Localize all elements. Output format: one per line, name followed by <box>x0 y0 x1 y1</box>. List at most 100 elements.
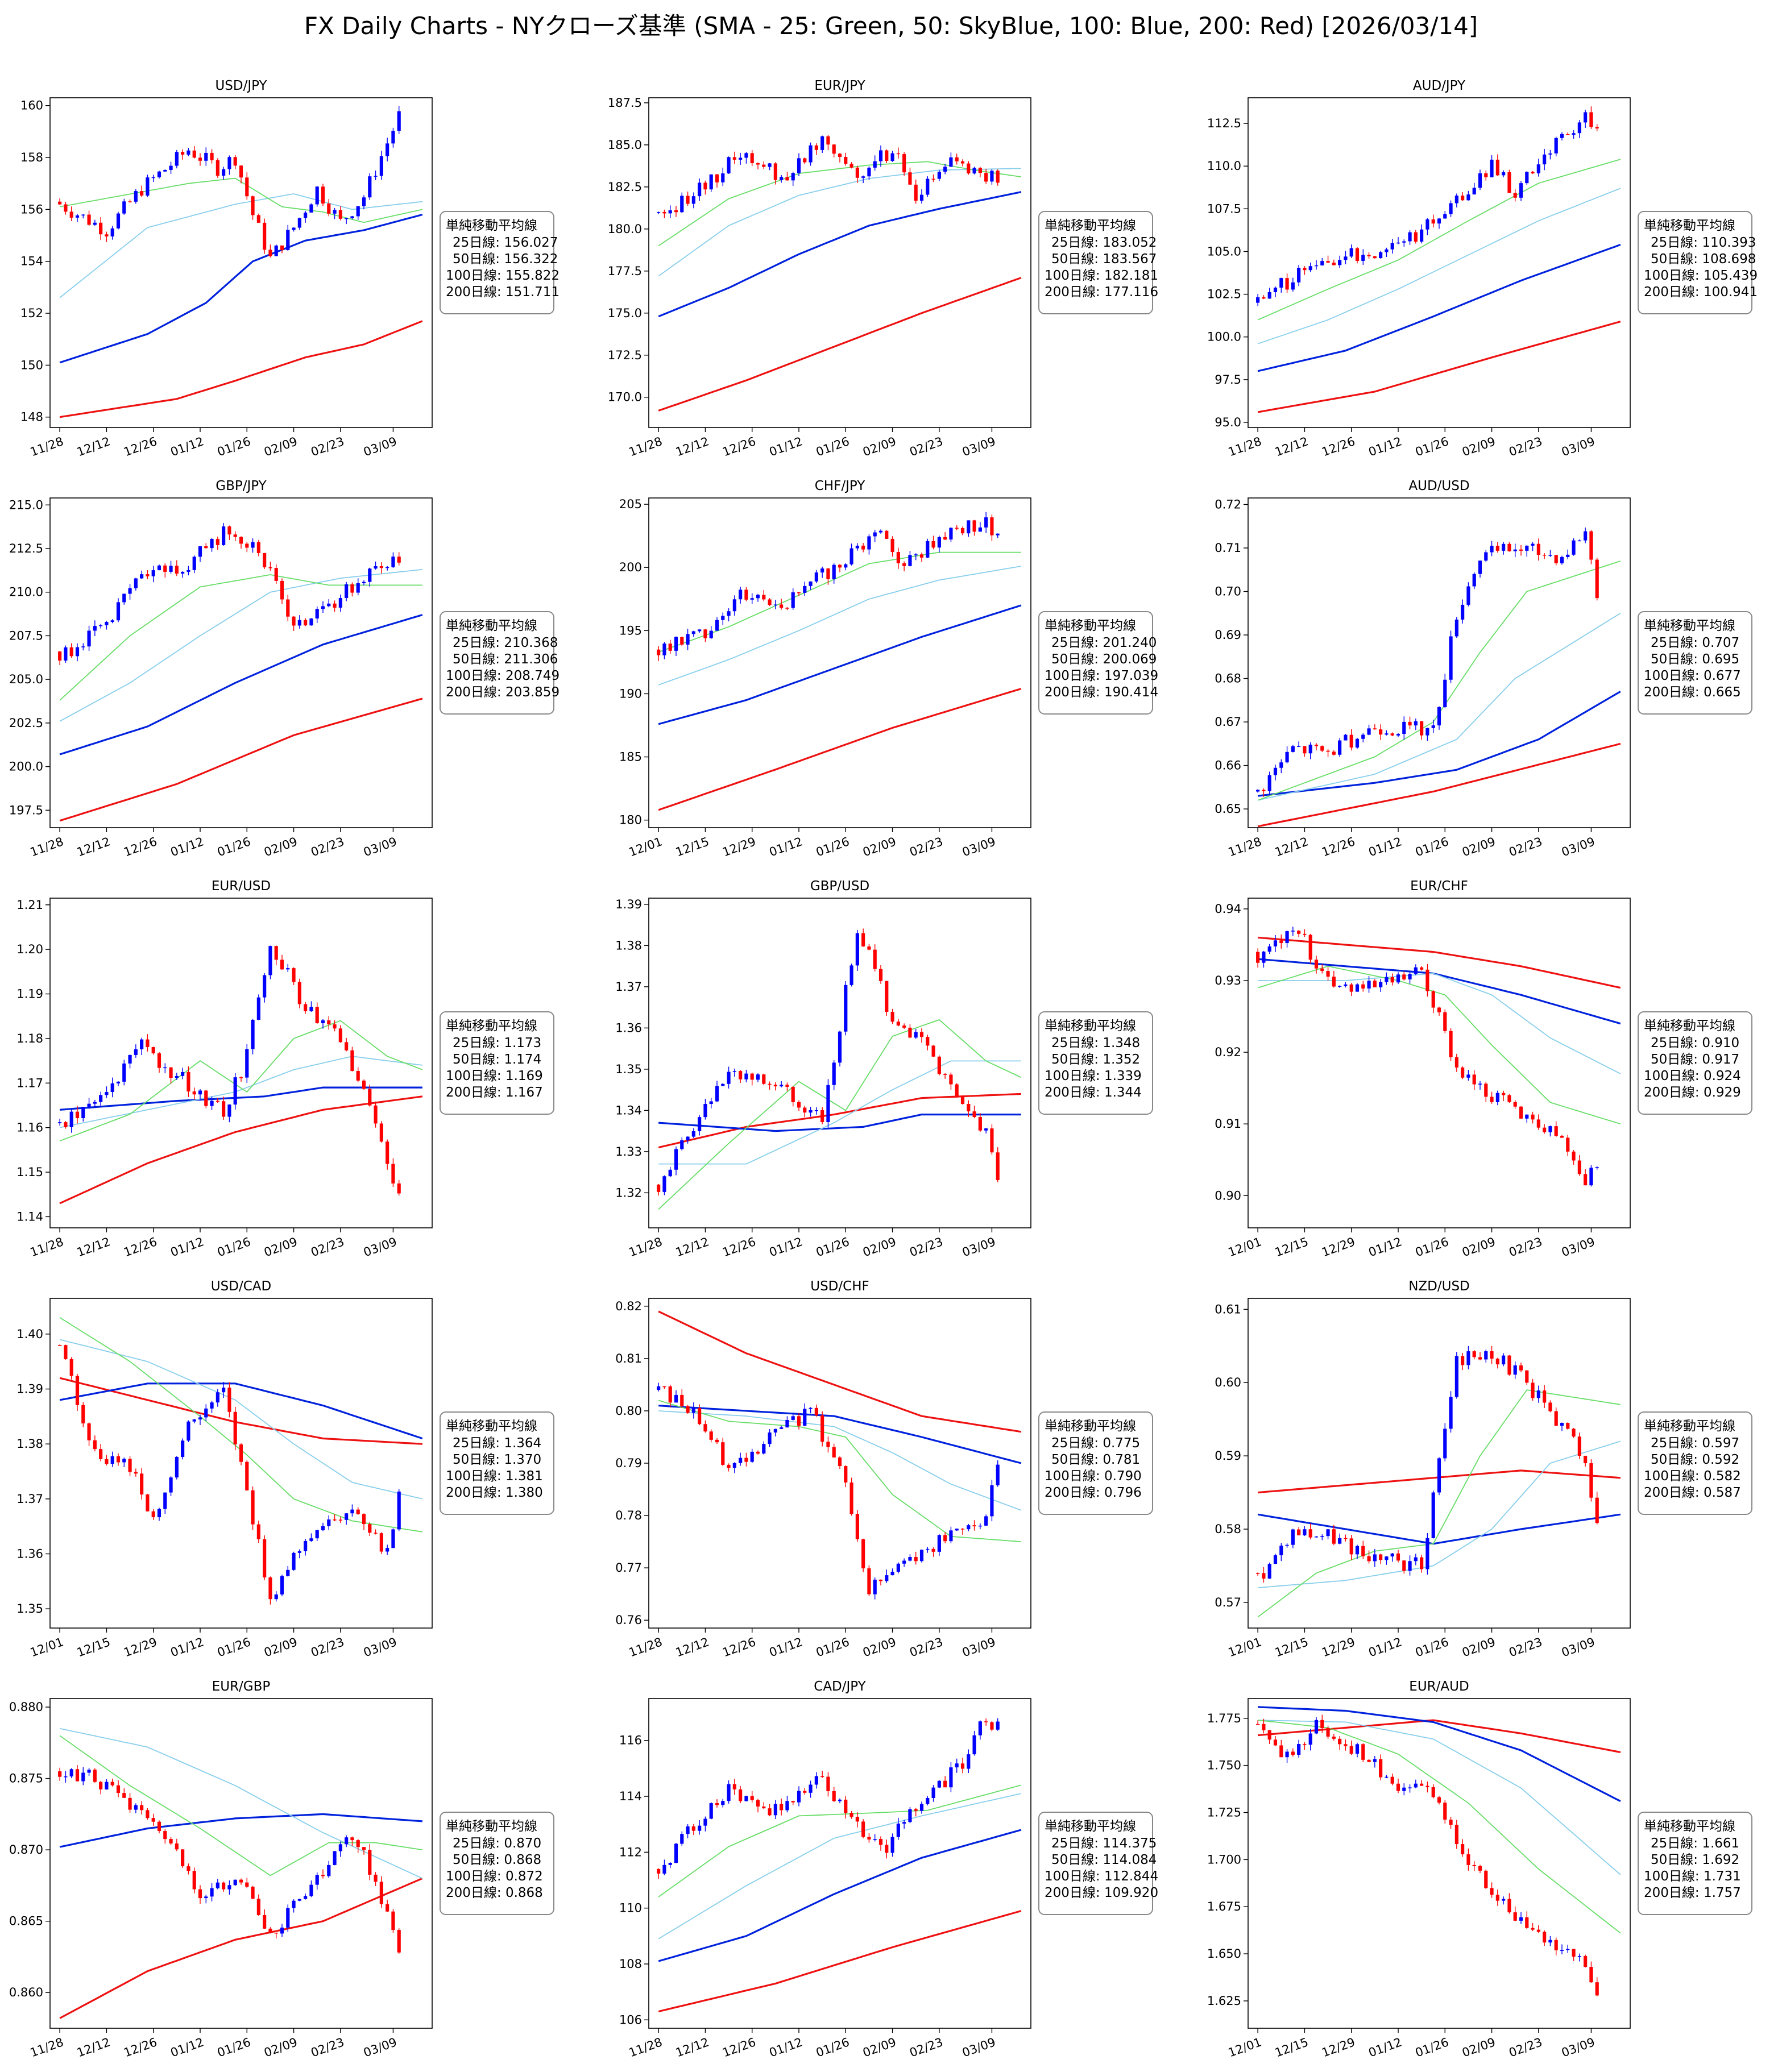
x-tick-label: 02/09 <box>861 1235 898 1259</box>
candle-body <box>345 1513 349 1520</box>
plot-frame <box>648 97 1031 428</box>
candle-body <box>1279 940 1283 944</box>
chart-title: EUR/CHF <box>1410 879 1468 894</box>
sma25-line <box>658 1019 1022 1210</box>
candle-body <box>896 1022 900 1026</box>
plot-frame <box>648 497 1031 828</box>
candle-body <box>1572 1151 1576 1161</box>
candle-body <box>890 1012 894 1022</box>
y-tick-label: 1.33 <box>615 1145 642 1159</box>
sma-legend-header: 単純移動平均線 <box>1045 1819 1136 1834</box>
candle-body <box>844 1799 848 1813</box>
candle-body <box>861 545 865 550</box>
y-tick-label: 1.650 <box>1207 1947 1241 1961</box>
candle-body <box>838 153 842 157</box>
candle-body <box>668 1169 672 1177</box>
candle-body <box>820 1415 824 1442</box>
sma-legend-box <box>1638 1812 1752 1915</box>
candle-body <box>268 946 272 975</box>
candle-body <box>1437 1007 1441 1012</box>
chart-title: GBP/JPY <box>216 479 267 493</box>
candle-body <box>157 565 161 571</box>
x-tick-label: 01/12 <box>1367 1235 1404 1259</box>
candle-body <box>1525 1370 1529 1383</box>
x-tick-label: 12/01 <box>1226 2035 1263 2059</box>
candle-body <box>397 557 401 563</box>
chart-gbp-jpy: GBP/JPY 197.5 200.0 202.5 205.0 207.5 210.0 212… <box>9 479 560 859</box>
sma50-legend-value: 50日線: 1.370 <box>453 1452 541 1467</box>
candle-body <box>222 1882 226 1890</box>
candle-body <box>122 1459 126 1463</box>
candle-body <box>797 158 801 173</box>
candle-body <box>315 186 319 205</box>
candle-body <box>304 212 308 218</box>
candle-body <box>955 1529 959 1531</box>
sma200-line <box>59 697 423 822</box>
y-tick-label: 110.0 <box>1207 159 1241 173</box>
candle-body <box>1454 1057 1458 1068</box>
candle-body <box>1454 1825 1458 1845</box>
candle-body <box>996 1464 1000 1485</box>
candle-body <box>662 1865 666 1874</box>
y-tick-label: 207.5 <box>9 629 43 642</box>
y-tick-label: 0.81 <box>615 1352 642 1365</box>
candle-body <box>1589 1168 1593 1186</box>
candle-body <box>1326 750 1330 752</box>
candle-body <box>187 1421 190 1441</box>
candle-body <box>1262 1724 1266 1730</box>
sma-legend-box <box>440 1411 554 1515</box>
candle-body <box>727 157 731 174</box>
candle-body <box>1279 1745 1283 1758</box>
candle-body <box>1414 967 1418 974</box>
sma-legend-header: 単純移動平均線 <box>1644 618 1735 633</box>
candle-body <box>914 1557 918 1562</box>
y-tick-label: 1.21 <box>16 898 43 912</box>
candle-body <box>280 960 284 970</box>
candle-body <box>1291 1529 1295 1545</box>
candle-body <box>1273 1555 1278 1564</box>
y-tick-label: 0.68 <box>1215 672 1241 686</box>
candle-body <box>1431 991 1435 1008</box>
candle-body <box>949 528 953 540</box>
candle-body <box>1267 946 1271 952</box>
candle-body <box>691 1131 695 1137</box>
candle-body <box>87 1770 91 1773</box>
candle-body <box>1420 1783 1424 1786</box>
candle-body <box>1273 287 1278 292</box>
candle-body <box>803 586 807 593</box>
candle-body <box>820 568 824 573</box>
candle-body <box>990 171 994 182</box>
x-tick-label: 12/12 <box>674 434 711 459</box>
candle-body <box>826 1442 830 1447</box>
candle-body <box>750 1073 754 1080</box>
candle-body <box>1443 1012 1447 1031</box>
candle-body <box>709 1431 713 1440</box>
candle-body <box>1531 1382 1535 1398</box>
y-tick-label: 172.5 <box>608 348 642 362</box>
candle-body <box>1454 1356 1458 1397</box>
candle-body <box>1273 767 1278 775</box>
x-tick-label: 12/26 <box>720 2035 757 2059</box>
candle-body <box>680 1834 684 1844</box>
chart-title: EUR/JPY <box>814 78 865 93</box>
candle-body <box>814 1110 818 1111</box>
candle-body <box>780 177 784 180</box>
candle-body <box>93 1440 97 1450</box>
x-tick-label: 12/15 <box>1273 2035 1310 2059</box>
candle-body <box>739 589 743 600</box>
candle-body <box>972 1735 976 1755</box>
sma100-line <box>59 213 423 364</box>
candle-body <box>1490 159 1494 177</box>
candle-body <box>333 1851 337 1865</box>
candle-body <box>890 153 894 161</box>
candle-body <box>163 1067 167 1069</box>
candle-body <box>321 606 325 609</box>
x-tick-label: 01/26 <box>1414 2035 1451 2059</box>
candle-body <box>1262 1573 1266 1579</box>
chart-eur-aud: EUR/AUD 1.625 1.650 1.675 1.700 1.725 1.750 1.7… <box>1207 1679 1752 2059</box>
x-tick-label: 01/12 <box>169 834 206 859</box>
candle-body <box>187 570 190 572</box>
candle-body <box>286 1569 290 1576</box>
candle-body <box>128 1797 132 1810</box>
candle-body <box>873 161 877 168</box>
